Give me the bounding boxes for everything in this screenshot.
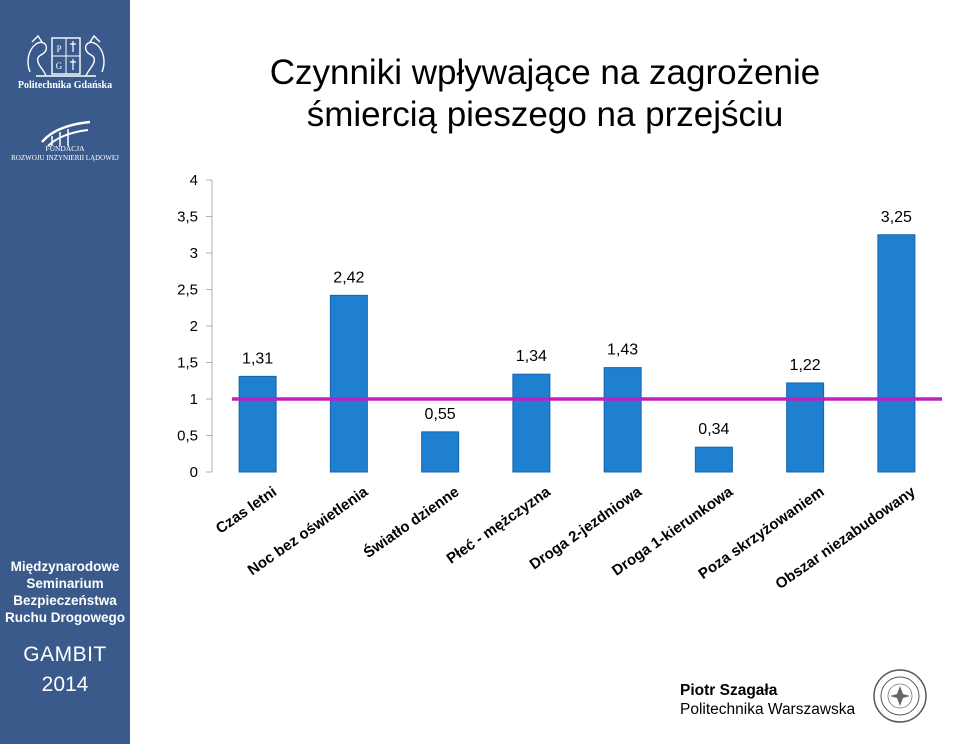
bar-value-label: 3,25 — [881, 209, 912, 226]
author-name: Piotr Szagała — [680, 682, 778, 699]
event-name: GAMBIT — [23, 643, 107, 666]
value-labels: 1,31 2,42 0,55 1,34 1,43 0,34 1,22 3,25 — [242, 209, 912, 438]
bar-value-label: 1,22 — [790, 357, 821, 374]
bar — [694, 446, 733, 473]
svg-text:G: G — [56, 61, 63, 71]
bar-value-label: 1,31 — [242, 350, 273, 367]
y-tick-label: 3 — [190, 245, 198, 262]
y-tick-label: 2,5 — [177, 282, 198, 299]
seminar-line: Ruchu Drogowego — [5, 610, 125, 625]
seminar-line: Międzynarodowe — [10, 559, 120, 574]
slide-title-line: śmiercią pieszego na przejściu — [306, 95, 784, 134]
bar-value-label: 0,55 — [425, 406, 456, 423]
slide-title: Czynniki wpływające na zagrożenie śmierc… — [130, 52, 960, 136]
bar-value-label: 2,42 — [333, 269, 364, 286]
seminar-line: Seminarium — [26, 576, 104, 591]
seminar-name: Międzynarodowe Seminarium Bezpieczeństwa… — [0, 558, 130, 626]
bar — [512, 373, 551, 473]
y-tick-label: 4 — [190, 172, 198, 189]
bar — [421, 431, 460, 473]
y-axis: 0 0,5 1 1,5 2 2,5 3 3,5 4 — [177, 172, 213, 481]
author-affiliation: Politechnika Warszawska — [680, 701, 856, 718]
university-name: Politechnika Gdańska — [17, 80, 113, 91]
bar — [877, 234, 916, 473]
sidebar: P G Politechnika Gdańska FUNDACJA ROZWOJ… — [0, 0, 130, 744]
svg-text:P: P — [56, 44, 61, 54]
warsaw-university-seal-icon — [873, 669, 927, 723]
bar — [786, 382, 825, 473]
foundation-name-line2: ROZWOJU INŻYNIERII LĄDOWEJ — [11, 154, 119, 162]
x-tick-label: Czas letni — [213, 483, 280, 537]
foundation-name-line1: FUNDACJA — [45, 144, 85, 153]
x-tick-label: Światło dzienne — [360, 483, 462, 562]
seminar-line: Bezpieczeństwa — [13, 593, 117, 608]
y-tick-label: 0 — [190, 464, 198, 481]
bar-value-label: 1,43 — [607, 342, 638, 359]
bar — [238, 375, 277, 473]
slide-title-line: Czynniki wpływające na zagrożenie — [269, 53, 821, 92]
gdansk-university-logo-icon: P G — [27, 34, 105, 77]
y-tick-label: 1 — [190, 391, 198, 408]
y-tick-label: 1,5 — [177, 355, 198, 372]
y-tick-label: 3,5 — [177, 209, 198, 226]
event-year: 2014 — [41, 673, 89, 696]
bar — [603, 367, 642, 473]
y-tick-label: 2 — [190, 318, 198, 335]
bar-value-label: 0,34 — [698, 421, 729, 438]
author-block: Piotr Szagała Politechnika Warszawska — [680, 681, 855, 719]
bar — [329, 294, 368, 473]
bar-value-label: 1,34 — [516, 348, 547, 365]
foundation-logo-icon — [41, 120, 91, 147]
y-tick-label: 0,5 — [177, 428, 198, 445]
